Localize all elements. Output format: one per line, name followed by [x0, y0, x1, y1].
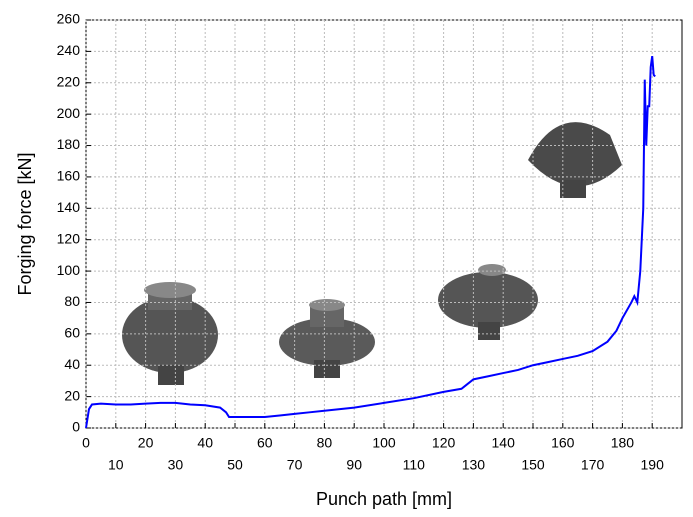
- x-tick-label: 160: [551, 435, 575, 451]
- x-tick-label: 80: [317, 435, 333, 451]
- y-tick-label: 120: [57, 230, 81, 246]
- forging-renders: [122, 122, 622, 385]
- x-tick-label: 140: [492, 435, 516, 451]
- y-tick-label: 20: [64, 387, 80, 403]
- y-tick-label: 80: [64, 293, 80, 309]
- x-tick-label: 120: [432, 435, 456, 451]
- y-tick-label: 260: [57, 11, 81, 27]
- y-tick-label: 240: [57, 42, 81, 58]
- y-tick-label: 180: [57, 136, 81, 152]
- x-tick-label: 110: [403, 457, 426, 473]
- x-tick-label: 190: [641, 457, 665, 473]
- y-tick-label: 100: [57, 262, 81, 278]
- y-tick-label: 200: [57, 105, 81, 121]
- x-tick-label: 90: [346, 457, 362, 473]
- x-tick-label: 70: [287, 457, 303, 473]
- y-tick-label: 0: [72, 419, 80, 435]
- y-tick-label: 40: [64, 356, 80, 372]
- x-tick-label: 0: [82, 435, 90, 451]
- x-tick-label: 30: [168, 457, 184, 473]
- x-tick-label: 20: [138, 435, 154, 451]
- x-tick-label: 170: [581, 457, 605, 473]
- y-tick-label: 140: [57, 199, 81, 215]
- y-tick-label: 160: [57, 168, 81, 184]
- x-tick-label: 180: [611, 435, 635, 451]
- y-axis-label: Forging force [kN]: [15, 152, 35, 295]
- x-tick-label: 50: [227, 457, 243, 473]
- x-axis-label: Punch path [mm]: [316, 489, 452, 509]
- y-tick-label: 60: [64, 325, 80, 341]
- data-line: [85, 55, 656, 429]
- x-tick-label: 60: [257, 435, 273, 451]
- x-tick-label: 10: [108, 457, 124, 473]
- x-tick-label: 40: [197, 435, 213, 451]
- x-tick-label: 130: [462, 457, 486, 473]
- x-tick-label: 100: [372, 435, 396, 451]
- y-tick-label: 220: [57, 73, 81, 89]
- x-tick-label: 150: [521, 457, 545, 473]
